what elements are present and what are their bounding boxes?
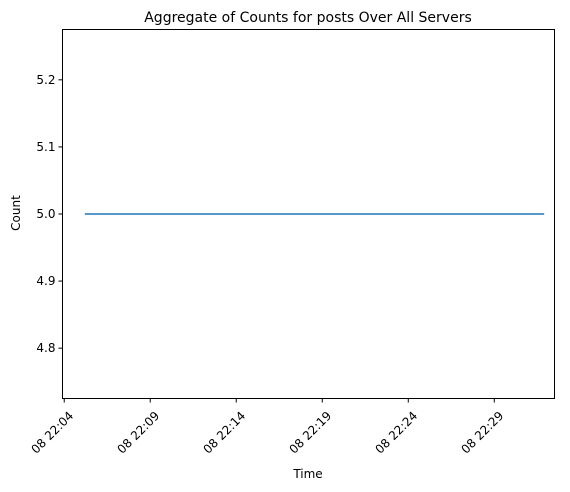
chart-title: Aggregate of Counts for posts Over All S… [144, 10, 472, 26]
x-tick-label: 08 22:04 [28, 409, 76, 457]
y-tick-label: 4.8 [36, 341, 55, 355]
y-axis-label: Count [9, 195, 23, 231]
y-tick-label: 5.0 [36, 207, 55, 221]
x-tick-label: 08 22:09 [114, 409, 162, 457]
y-tick-label: 4.9 [36, 274, 55, 288]
y-tick-label: 5.1 [36, 140, 55, 154]
x-tick-label: 08 22:14 [200, 409, 248, 457]
y-tick-label: 5.2 [36, 73, 55, 87]
x-tick-label: 08 22:29 [459, 409, 507, 457]
x-axis-label: Time [292, 467, 322, 481]
x-tick-label: 08 22:24 [372, 409, 420, 457]
plot-area-frame [62, 29, 555, 399]
x-tick-label: 08 22:19 [286, 409, 334, 457]
